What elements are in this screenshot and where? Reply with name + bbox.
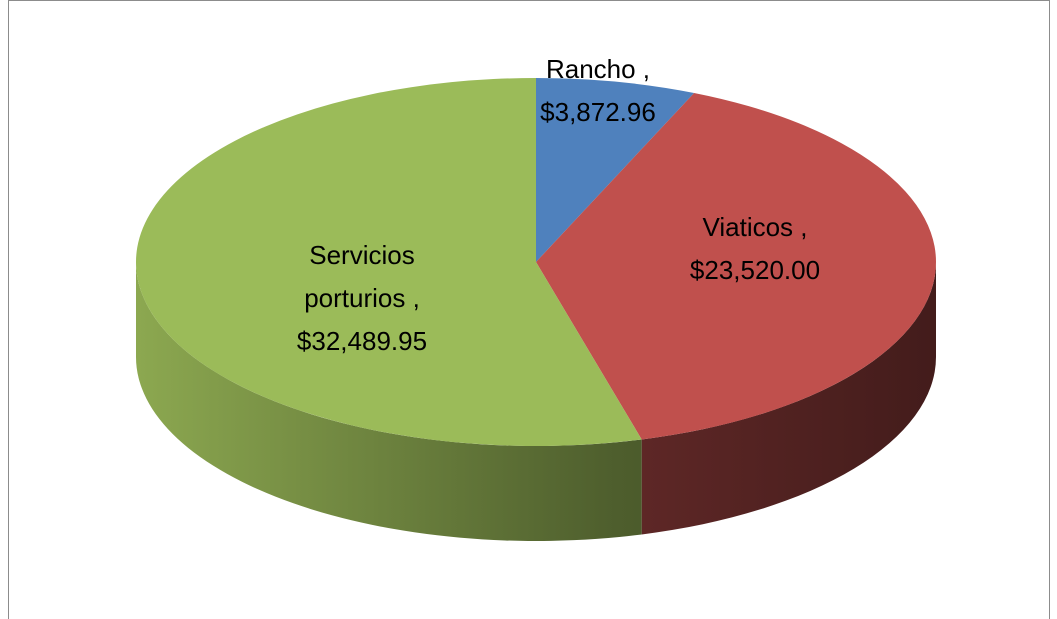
- value-label: $3,872.96: [540, 97, 656, 127]
- pie-slice: [136, 78, 642, 446]
- value-label: $23,520.00: [689, 255, 821, 285]
- label-separator: ,: [405, 283, 420, 313]
- category-label: Viaticos: [702, 212, 794, 242]
- data-label: Servicios porturios , $32,489.95: [272, 234, 452, 363]
- category-label: Rancho: [545, 54, 636, 84]
- label-separator: ,: [635, 54, 651, 84]
- chart-frame: [8, 0, 1050, 619]
- pie-slice: [536, 78, 695, 262]
- data-label: Rancho , $3,872.96: [488, 48, 708, 134]
- label-separator: ,: [793, 212, 808, 242]
- data-label: Viaticos , $23,520.00: [645, 206, 865, 292]
- pie-slice: [536, 92, 936, 440]
- pie-slice-side: [641, 262, 936, 535]
- value-label: $32,489.95: [296, 326, 428, 356]
- pie-slice-side: [136, 262, 642, 542]
- category-label: Servicios porturios: [304, 240, 422, 313]
